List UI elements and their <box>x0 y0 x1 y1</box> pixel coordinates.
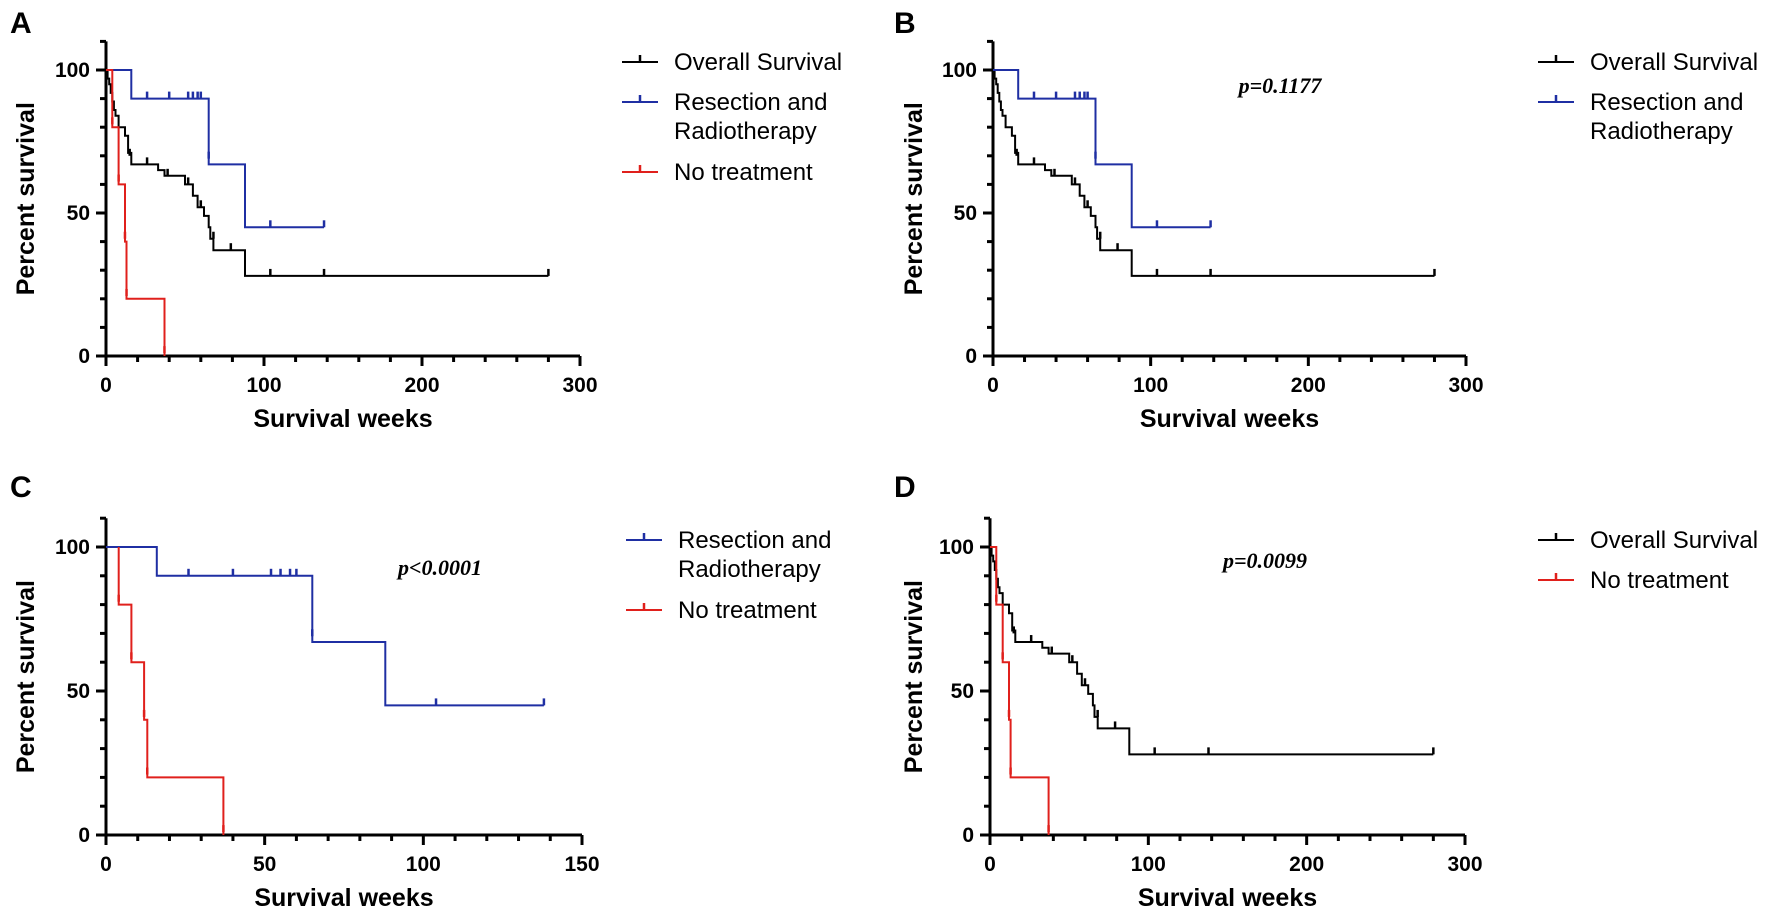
y-tick-label: 100 <box>942 59 977 82</box>
x-tick-label: 200 <box>404 374 439 397</box>
x-tick-label: 200 <box>1289 853 1324 876</box>
legend-item: Overall Survival <box>1538 49 1758 76</box>
x-tick-label: 100 <box>246 374 281 397</box>
y-tick-label: 50 <box>954 202 977 225</box>
series-line-resection-and-radiotherapy <box>106 546 544 707</box>
p-value: p<0.0001 <box>396 555 482 580</box>
y-axis-title: Percent survival <box>12 580 40 773</box>
y-tick-label: 0 <box>965 345 977 368</box>
x-tick-label: 0 <box>987 374 999 397</box>
y-tick-label: 0 <box>78 345 90 368</box>
y-axis-title: Percent survival <box>900 102 928 295</box>
legend-label: Overall Survival <box>1590 49 1758 76</box>
series-line-overall-survival <box>993 69 1435 277</box>
y-tick-label: 50 <box>67 202 90 225</box>
legend-label: Overall Survival <box>1590 527 1758 554</box>
x-tick-label: 0 <box>100 374 112 397</box>
x-tick-label: 0 <box>984 853 996 876</box>
legend-item: No treatment <box>1538 567 1729 594</box>
x-tick-label: 200 <box>1291 374 1326 397</box>
legend-item: Overall Survival <box>1538 527 1758 554</box>
series-line-resection-and-radiotherapy <box>106 69 324 229</box>
x-tick-label: 150 <box>564 853 599 876</box>
x-tick-label: 100 <box>1133 374 1168 397</box>
legend-label: Overall Survival <box>674 49 842 76</box>
y-tick-label: 50 <box>67 680 90 703</box>
x-axis-title: Survival weeks <box>254 884 433 912</box>
legend-item: Resection and Radiotherapy <box>1538 89 1743 145</box>
y-tick-label: 100 <box>55 536 90 559</box>
x-tick-label: 300 <box>562 374 597 397</box>
legend-label: Resection and Radiotherapy <box>674 89 827 145</box>
y-tick-label: 0 <box>78 824 90 847</box>
y-tick-label: 0 <box>962 824 974 847</box>
series-line-resection-and-radiotherapy <box>993 69 1211 229</box>
series-line-overall-survival <box>106 69 549 277</box>
panel-letter: A <box>10 7 32 40</box>
series-line-no-treatment <box>106 69 166 356</box>
panel-d: D 0 50 100 0 100 200 300 Survival weeks Percent s… <box>894 471 1758 912</box>
legend-item: No treatment <box>622 159 813 186</box>
x-axis-title: Survival weeks <box>253 405 432 433</box>
legend-label: Resection and Radiotherapy <box>678 527 831 583</box>
p-value: p=0.1177 <box>1237 73 1323 98</box>
panel-letter: B <box>894 7 916 40</box>
p-value: p=0.0099 <box>1221 548 1307 573</box>
panel-a: A 0 50 100 0 100 200 300 Survival weeks Percent s… <box>10 7 842 433</box>
legend-label: No treatment <box>678 597 817 624</box>
panel-letter: D <box>894 471 916 504</box>
y-axis-title: Percent survival <box>900 580 928 773</box>
x-axis-title: Survival weeks <box>1140 405 1319 433</box>
panel-letter: C <box>10 471 32 504</box>
panel-b: B 0 50 100 0 100 200 300 Survival weeks Percent s… <box>894 7 1758 433</box>
legend-item: Overall Survival <box>622 49 842 76</box>
legend-item: Resection and Radiotherapy <box>626 527 831 583</box>
y-tick-label: 50 <box>951 680 974 703</box>
panel-c: C 0 50 100 0 50 100 150 Survival weeks Percent su… <box>10 471 831 912</box>
legend-label: No treatment <box>1590 567 1729 594</box>
x-tick-label: 100 <box>1131 853 1166 876</box>
series-line-no-treatment <box>117 547 225 835</box>
x-tick-label: 300 <box>1447 853 1482 876</box>
x-tick-label: 50 <box>253 853 276 876</box>
y-axis-title: Percent survival <box>12 102 40 295</box>
x-tick-label: 100 <box>406 853 441 876</box>
legend-item: No treatment <box>626 597 817 624</box>
x-axis-title: Survival weeks <box>1138 884 1317 912</box>
series-line-overall-survival <box>990 546 1434 756</box>
legend-item: Resection and Radiotherapy <box>622 89 827 145</box>
y-tick-label: 100 <box>55 59 90 82</box>
y-tick-label: 100 <box>939 536 974 559</box>
x-tick-label: 0 <box>100 853 112 876</box>
legend-label: Resection and Radiotherapy <box>1590 89 1743 145</box>
legend-label: No treatment <box>674 159 813 186</box>
series-line-no-treatment <box>990 546 1050 835</box>
x-tick-label: 300 <box>1448 374 1483 397</box>
